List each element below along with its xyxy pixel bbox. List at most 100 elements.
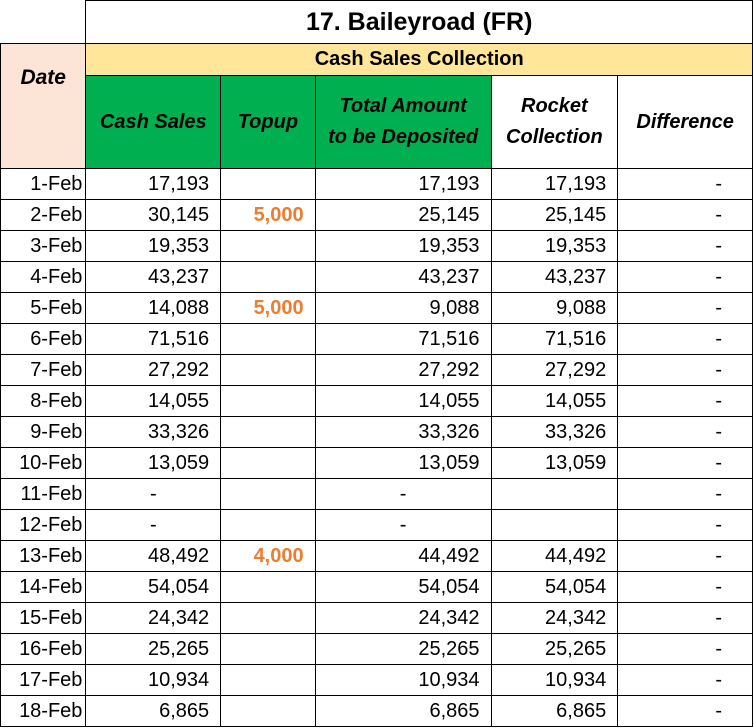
total-deposit-cell[interactable]: 13,059 bbox=[314, 447, 492, 479]
date-cell[interactable]: 14-Feb bbox=[0, 571, 87, 603]
rocket-collection-header[interactable]: Rocket Collection bbox=[490, 75, 619, 169]
topup-cell[interactable] bbox=[220, 354, 316, 386]
rocket-collection-cell[interactable]: 13,059 bbox=[490, 447, 619, 479]
topup-cell[interactable] bbox=[220, 664, 316, 696]
difference-cell[interactable]: - bbox=[617, 261, 753, 293]
rocket-collection-cell[interactable]: 24,342 bbox=[490, 602, 619, 634]
date-cell[interactable]: 1-Feb bbox=[0, 168, 87, 200]
cash-sales-cell[interactable]: 13,059 bbox=[85, 447, 222, 479]
rocket-collection-cell[interactable]: 19,353 bbox=[490, 230, 619, 262]
total-deposit-cell[interactable]: 6,865 bbox=[314, 695, 492, 727]
topup-cell[interactable] bbox=[220, 447, 316, 479]
total-deposit-cell[interactable]: 25,265 bbox=[314, 633, 492, 665]
difference-cell[interactable]: - bbox=[617, 230, 753, 262]
rocket-collection-cell[interactable]: 25,145 bbox=[490, 199, 619, 231]
cash-sales-cell[interactable]: 17,193 bbox=[85, 168, 222, 200]
rocket-collection-cell[interactable]: 27,292 bbox=[490, 354, 619, 386]
topup-header[interactable]: Topup bbox=[220, 75, 316, 169]
date-cell[interactable]: 4-Feb bbox=[0, 261, 87, 293]
cash-sales-cell[interactable]: 43,237 bbox=[85, 261, 222, 293]
section-header[interactable]: Cash Sales Collection bbox=[85, 43, 753, 76]
rocket-collection-cell[interactable] bbox=[490, 509, 619, 541]
date-cell[interactable]: 9-Feb bbox=[0, 416, 87, 448]
difference-cell[interactable]: - bbox=[617, 571, 753, 603]
cash-sales-cell[interactable]: 6,865 bbox=[85, 695, 222, 727]
date-cell[interactable]: 7-Feb bbox=[0, 354, 87, 386]
difference-cell[interactable]: - bbox=[617, 292, 753, 324]
sheet-title[interactable]: 17. Baileyroad (FR) bbox=[85, 0, 753, 44]
cash-sales-cell[interactable]: 27,292 bbox=[85, 354, 222, 386]
topup-cell[interactable]: 4,000 bbox=[220, 540, 316, 572]
date-cell[interactable]: 17-Feb bbox=[0, 664, 87, 696]
difference-cell[interactable]: - bbox=[617, 168, 753, 200]
total-deposit-cell[interactable]: 24,342 bbox=[314, 602, 492, 634]
difference-cell[interactable]: - bbox=[617, 509, 753, 541]
topup-cell[interactable] bbox=[220, 478, 316, 510]
topup-cell[interactable] bbox=[220, 385, 316, 417]
topup-cell[interactable] bbox=[220, 509, 316, 541]
total-deposit-cell[interactable]: 54,054 bbox=[314, 571, 492, 603]
date-cell[interactable]: 8-Feb bbox=[0, 385, 87, 417]
topup-cell[interactable] bbox=[220, 168, 316, 200]
rocket-collection-cell[interactable]: 10,934 bbox=[490, 664, 619, 696]
date-cell[interactable]: 16-Feb bbox=[0, 633, 87, 665]
difference-cell[interactable]: - bbox=[617, 323, 753, 355]
total-deposit-header[interactable]: Total Amount to be Deposited bbox=[314, 75, 492, 169]
difference-cell[interactable]: - bbox=[617, 416, 753, 448]
topup-cell[interactable] bbox=[220, 416, 316, 448]
difference-cell[interactable]: - bbox=[617, 695, 753, 727]
corner-cell[interactable] bbox=[0, 0, 87, 44]
cash-sales-cell[interactable]: 33,326 bbox=[85, 416, 222, 448]
difference-cell[interactable]: - bbox=[617, 602, 753, 634]
rocket-collection-cell[interactable]: 14,055 bbox=[490, 385, 619, 417]
difference-cell[interactable]: - bbox=[617, 447, 753, 479]
rocket-collection-cell[interactable]: 17,193 bbox=[490, 168, 619, 200]
total-deposit-cell[interactable]: 17,193 bbox=[314, 168, 492, 200]
date-column-header[interactable]: Date bbox=[0, 43, 87, 169]
total-deposit-cell[interactable]: - bbox=[314, 478, 492, 510]
date-cell[interactable]: 13-Feb bbox=[0, 540, 87, 572]
total-deposit-cell[interactable]: 27,292 bbox=[314, 354, 492, 386]
total-deposit-cell[interactable]: 44,492 bbox=[314, 540, 492, 572]
difference-cell[interactable]: - bbox=[617, 664, 753, 696]
topup-cell[interactable] bbox=[220, 261, 316, 293]
rocket-collection-cell[interactable]: 33,326 bbox=[490, 416, 619, 448]
difference-cell[interactable]: - bbox=[617, 385, 753, 417]
total-deposit-cell[interactable]: 9,088 bbox=[314, 292, 492, 324]
rocket-collection-cell[interactable]: 25,265 bbox=[490, 633, 619, 665]
cash-sales-cell[interactable]: 24,342 bbox=[85, 602, 222, 634]
cash-sales-cell[interactable]: 14,055 bbox=[85, 385, 222, 417]
date-cell[interactable]: 12-Feb bbox=[0, 509, 87, 541]
difference-cell[interactable]: - bbox=[617, 540, 753, 572]
rocket-collection-cell[interactable] bbox=[490, 478, 619, 510]
cash-sales-cell[interactable]: 14,088 bbox=[85, 292, 222, 324]
rocket-collection-cell[interactable]: 43,237 bbox=[490, 261, 619, 293]
total-deposit-cell[interactable]: - bbox=[314, 509, 492, 541]
rocket-collection-cell[interactable]: 44,492 bbox=[490, 540, 619, 572]
cash-sales-cell[interactable]: 30,145 bbox=[85, 199, 222, 231]
cash-sales-cell[interactable]: 19,353 bbox=[85, 230, 222, 262]
date-cell[interactable]: 10-Feb bbox=[0, 447, 87, 479]
rocket-collection-cell[interactable]: 9,088 bbox=[490, 292, 619, 324]
cash-sales-cell[interactable]: 48,492 bbox=[85, 540, 222, 572]
difference-header[interactable]: Difference bbox=[617, 75, 753, 169]
cash-sales-cell[interactable]: 10,934 bbox=[85, 664, 222, 696]
cash-sales-cell[interactable]: 54,054 bbox=[85, 571, 222, 603]
topup-cell[interactable] bbox=[220, 602, 316, 634]
rocket-collection-cell[interactable]: 54,054 bbox=[490, 571, 619, 603]
total-deposit-cell[interactable]: 10,934 bbox=[314, 664, 492, 696]
rocket-collection-cell[interactable]: 6,865 bbox=[490, 695, 619, 727]
date-cell[interactable]: 6-Feb bbox=[0, 323, 87, 355]
topup-cell[interactable]: 5,000 bbox=[220, 199, 316, 231]
total-deposit-cell[interactable]: 33,326 bbox=[314, 416, 492, 448]
rocket-collection-cell[interactable]: 71,516 bbox=[490, 323, 619, 355]
difference-cell[interactable]: - bbox=[617, 199, 753, 231]
topup-cell[interactable] bbox=[220, 633, 316, 665]
date-cell[interactable]: 3-Feb bbox=[0, 230, 87, 262]
date-cell[interactable]: 18-Feb bbox=[0, 695, 87, 727]
date-cell[interactable]: 5-Feb bbox=[0, 292, 87, 324]
difference-cell[interactable]: - bbox=[617, 354, 753, 386]
cash-sales-header[interactable]: Cash Sales bbox=[85, 75, 222, 169]
total-deposit-cell[interactable]: 25,145 bbox=[314, 199, 492, 231]
cash-sales-cell[interactable]: - bbox=[85, 478, 222, 510]
